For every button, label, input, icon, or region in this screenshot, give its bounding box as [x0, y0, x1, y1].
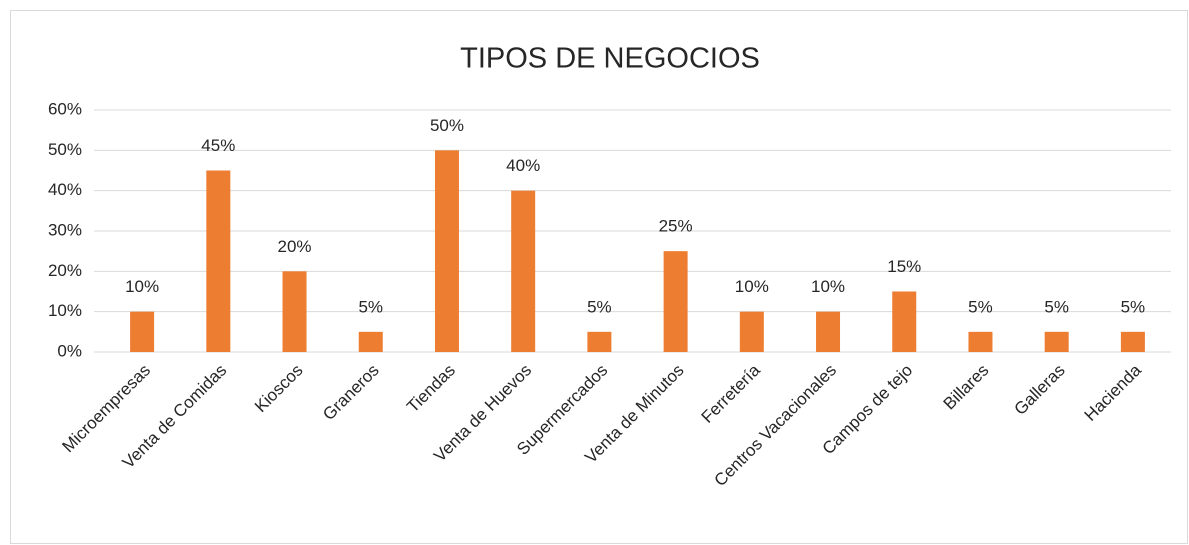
data-label: 10%: [125, 277, 159, 296]
y-tick-label: 50%: [48, 140, 82, 159]
bar: [511, 190, 536, 352]
bar: [739, 311, 764, 352]
y-tick-label: 0%: [57, 341, 82, 360]
bar: [968, 331, 993, 352]
y-tick-label: 10%: [48, 301, 82, 320]
bar: [892, 291, 917, 352]
y-tick-label: 20%: [48, 261, 82, 280]
bar: [663, 251, 688, 352]
bar: [358, 331, 383, 352]
data-label: 15%: [887, 257, 921, 276]
data-label: 40%: [506, 156, 540, 175]
data-label: 5%: [587, 297, 612, 316]
chart-title: TIPOS DE NEGOCIOS: [460, 43, 760, 75]
data-label: 20%: [278, 237, 312, 256]
bar: [434, 150, 459, 352]
data-label: 10%: [811, 277, 845, 296]
data-label: 5%: [358, 297, 383, 316]
bar: [816, 311, 841, 352]
data-label: 10%: [735, 277, 769, 296]
bar: [1044, 331, 1069, 352]
bar: [130, 311, 155, 352]
data-label: 5%: [1044, 297, 1069, 316]
y-tick-label: 60%: [48, 99, 82, 118]
bar: [206, 170, 231, 352]
data-label: 25%: [659, 217, 693, 236]
y-tick-label: 30%: [48, 220, 82, 239]
bar: [587, 331, 612, 352]
data-label: 50%: [430, 116, 464, 135]
y-tick-label: 40%: [48, 180, 82, 199]
chart-frame: [10, 10, 1188, 544]
data-label: 45%: [201, 136, 235, 155]
data-label: 5%: [1121, 297, 1146, 316]
data-label: 5%: [968, 297, 993, 316]
bar: [282, 271, 307, 352]
bar: [1120, 331, 1145, 352]
